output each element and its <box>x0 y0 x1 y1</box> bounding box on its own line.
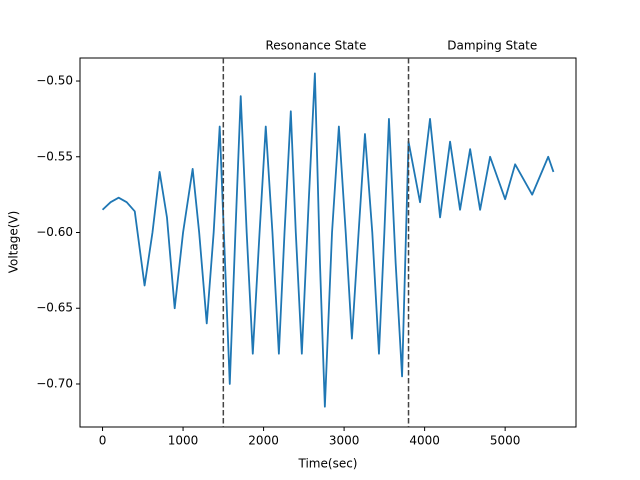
x-tick-label: 2000 <box>248 434 279 448</box>
data-line <box>101 72 555 408</box>
y-axis-label: Voltage(V) <box>7 211 21 274</box>
y-tick-label: −0.50 <box>36 74 73 88</box>
state-annotation: Damping State <box>447 39 537 53</box>
state-annotation: Resonance State <box>265 39 366 53</box>
x-tick-label: 1000 <box>168 434 199 448</box>
x-tick-label: 0 <box>99 434 107 448</box>
y-tick-label: −0.60 <box>36 225 73 239</box>
x-tick-label: 5000 <box>490 434 521 448</box>
x-tick-label: 3000 <box>329 434 360 448</box>
plot-frame <box>79 57 577 428</box>
x-axis-label: Time(sec) <box>298 457 358 471</box>
y-tick-label: −0.65 <box>36 301 73 315</box>
y-tick-label: −0.70 <box>36 376 73 390</box>
x-tick-label: 4000 <box>409 434 440 448</box>
y-tick-label: −0.55 <box>36 149 73 163</box>
